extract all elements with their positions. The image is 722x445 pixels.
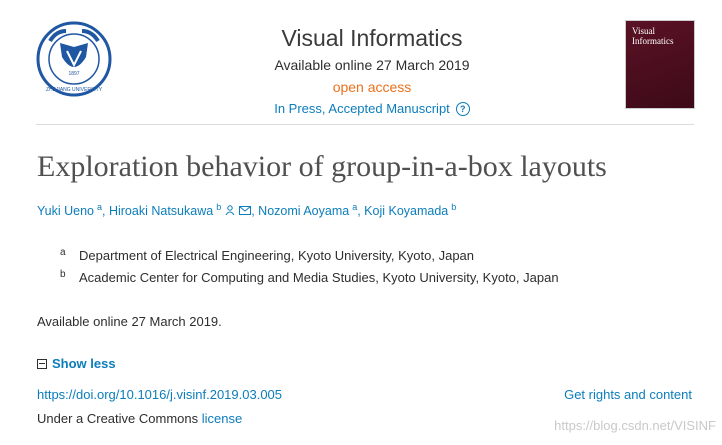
journal-cover-image[interactable]: Visual Informatics [626, 21, 694, 108]
affiliation-text: Academic Center for Computing and Media … [79, 270, 559, 285]
affiliation-list: a Department of Electrical Engineering, … [60, 246, 559, 290]
license-link[interactable]: license [201, 411, 243, 426]
show-less-button[interactable]: Show less [37, 356, 116, 371]
cover-title: Visual Informatics [632, 26, 674, 46]
journal-header: Visual Informatics Available online 27 M… [232, 24, 512, 118]
svg-text:ZHEJIANG UNIVERSITY: ZHEJIANG UNIVERSITY [46, 87, 103, 93]
in-press-label: In Press, Accepted Manuscript [274, 101, 450, 116]
affiliation-mark: a [60, 247, 66, 258]
available-online-date: Available online 27 March 2019 [274, 57, 470, 73]
get-rights-link[interactable]: Get rights and content [564, 387, 692, 402]
affiliation-item: b Academic Center for Computing and Medi… [60, 268, 559, 288]
watermark: https://blog.csdn.net/VISINF [554, 418, 716, 433]
article-title: Exploration behavior of group-in-a-box l… [37, 150, 607, 183]
in-press-status[interactable]: In Press, Accepted Manuscript ? [274, 101, 470, 117]
license-statement: Under a Creative Commons license [37, 411, 243, 426]
affiliation-text: Department of Electrical Engineering, Ky… [79, 248, 475, 263]
author-link[interactable]: Koji Koyamada b [364, 202, 457, 218]
email-icon[interactable] [239, 204, 252, 218]
author-list: Yuki Ueno a, Hiroaki Natsukawa b , Nozomi … [37, 202, 457, 218]
affiliation-item: a Department of Electrical Engineering, … [60, 246, 559, 266]
person-icon[interactable] [225, 204, 235, 218]
collapse-icon [37, 358, 47, 369]
available-online-note: Available online 27 March 2019. [37, 314, 222, 329]
affiliation-mark: b [60, 269, 66, 280]
doi-link[interactable]: https://doi.org/10.1016/j.visinf.2019.03… [37, 387, 283, 402]
journal-title[interactable]: Visual Informatics [281, 25, 463, 51]
open-access-label: open access [332, 79, 412, 95]
author-link[interactable]: Yuki Ueno a [37, 202, 102, 218]
header-divider [36, 124, 694, 125]
svg-text:1897: 1897 [68, 71, 79, 77]
help-icon[interactable]: ? [455, 102, 470, 116]
author-link[interactable]: Hiroaki Natsukawa b [108, 202, 222, 218]
author-link[interactable]: Nozomi Aoyama a [258, 202, 358, 218]
university-logo: 1897 ZHEJIANG UNIVERSITY [36, 21, 112, 97]
